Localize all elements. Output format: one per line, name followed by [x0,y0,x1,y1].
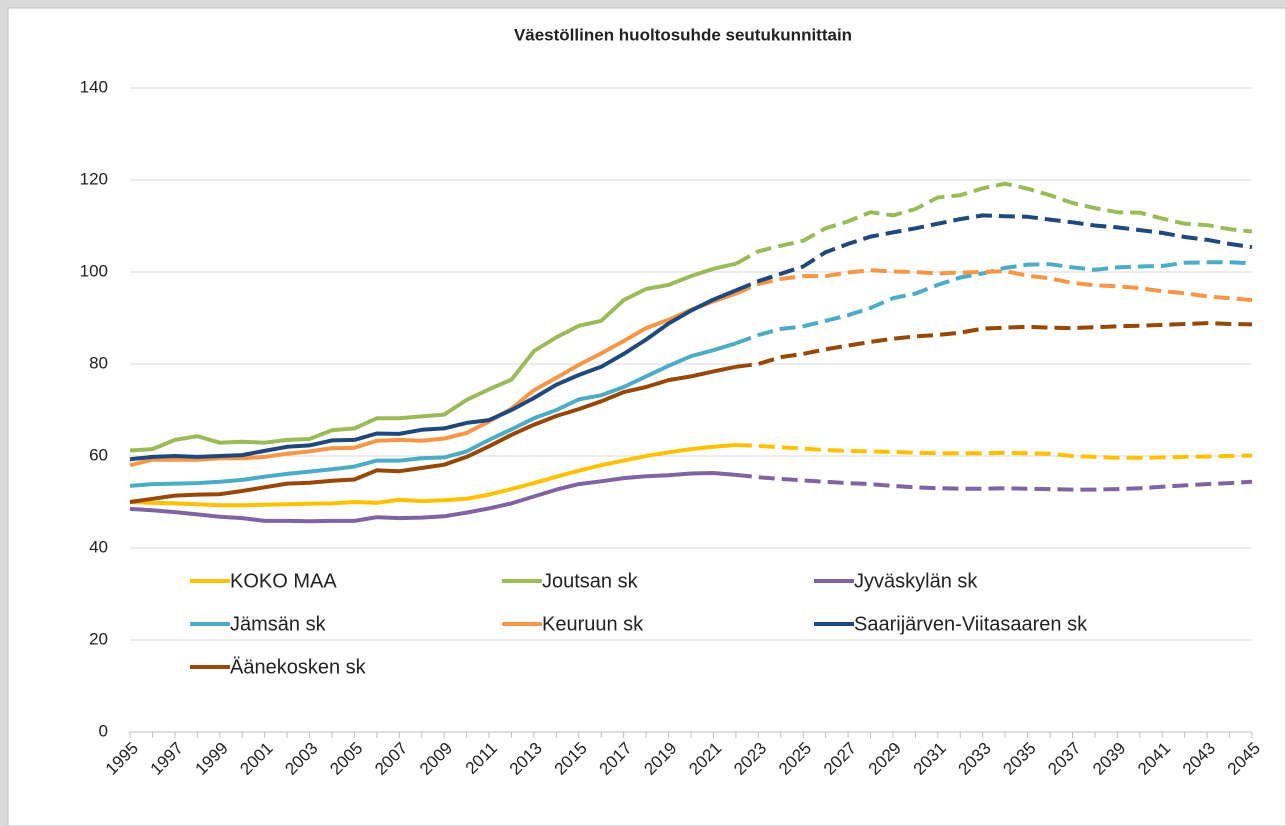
chart-background [7,7,1286,826]
series-line [129,364,737,504]
legend-label: Jämsän sk [230,613,327,635]
forecast-line [735,472,1253,492]
series-line [129,291,737,468]
y-tick-label: 120 [80,169,108,188]
y-tick-label: 20 [89,629,108,648]
y-tick-label: 40 [89,537,108,556]
legend-label: Äänekosken sk [230,656,367,678]
forecast-line [735,213,1253,293]
series-line [129,288,737,462]
legend-label: Joutsan sk [542,570,639,592]
forecast-line [735,443,1253,460]
series-line [129,261,737,453]
series-line [129,471,737,524]
legend-label: Keuruun sk [542,613,644,635]
y-tick-label: 60 [89,445,108,464]
legend-label: Saarijärven-Viitasaaren sk [854,613,1088,635]
legend-label: KOKO MAA [230,570,337,592]
series-line [129,443,737,508]
y-tick-label: 100 [80,261,108,280]
y-tick-label: 140 [80,77,108,96]
forecast-line [735,268,1253,303]
forecast-line [735,321,1253,369]
y-tick-label: 0 [99,721,108,740]
series-line [129,341,737,488]
legend-label: Jyväskylän sk [854,570,978,592]
y-tick-label: 80 [89,353,108,372]
forecast-line [734,181,1253,266]
chart-title: Väestöllinen huoltosuhde seutukunnittain [514,25,852,44]
